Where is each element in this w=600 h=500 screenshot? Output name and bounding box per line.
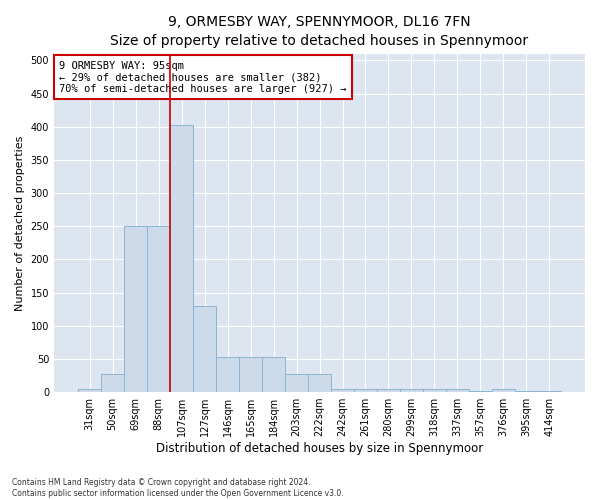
Text: 9 ORMESBY WAY: 95sqm
← 29% of detached houses are smaller (382)
70% of semi-deta: 9 ORMESBY WAY: 95sqm ← 29% of detached h… bbox=[59, 60, 347, 94]
X-axis label: Distribution of detached houses by size in Spennymoor: Distribution of detached houses by size … bbox=[156, 442, 483, 455]
Bar bbox=[400, 390, 423, 392]
Bar bbox=[469, 391, 492, 392]
Bar bbox=[239, 357, 262, 392]
Bar bbox=[423, 390, 446, 392]
Y-axis label: Number of detached properties: Number of detached properties bbox=[15, 136, 25, 310]
Bar bbox=[124, 226, 147, 392]
Bar bbox=[193, 306, 216, 392]
Bar bbox=[377, 390, 400, 392]
Bar bbox=[515, 391, 538, 392]
Bar bbox=[170, 125, 193, 392]
Bar bbox=[446, 390, 469, 392]
Bar bbox=[78, 390, 101, 392]
Bar bbox=[354, 390, 377, 392]
Text: Contains HM Land Registry data © Crown copyright and database right 2024.
Contai: Contains HM Land Registry data © Crown c… bbox=[12, 478, 344, 498]
Bar bbox=[216, 357, 239, 392]
Bar bbox=[147, 226, 170, 392]
Bar bbox=[331, 390, 354, 392]
Bar bbox=[308, 374, 331, 392]
Bar bbox=[262, 357, 285, 392]
Bar bbox=[285, 374, 308, 392]
Bar bbox=[492, 390, 515, 392]
Bar bbox=[101, 374, 124, 392]
Title: 9, ORMESBY WAY, SPENNYMOOR, DL16 7FN
Size of property relative to detached house: 9, ORMESBY WAY, SPENNYMOOR, DL16 7FN Siz… bbox=[110, 15, 529, 48]
Bar bbox=[538, 391, 561, 392]
